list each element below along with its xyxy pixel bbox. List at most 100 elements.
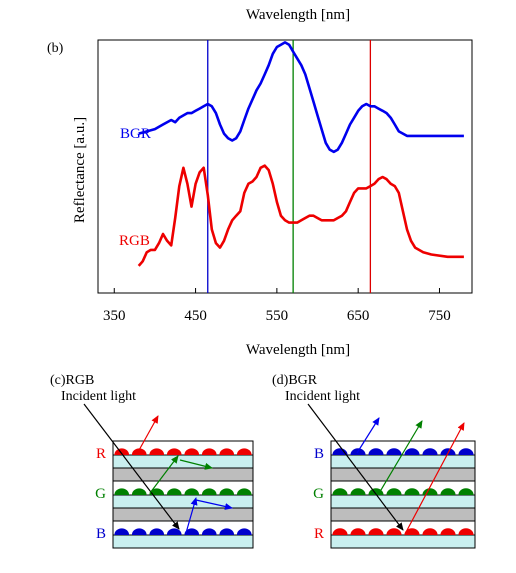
panel-d-particle	[332, 488, 348, 495]
x-tick-label-650: 650	[347, 308, 370, 324]
panel-d-particle	[458, 528, 474, 535]
panel-c-layer-stack: R G B	[95, 440, 254, 549]
panel-d-bgr-diagram: (d)BGR Incident light B G R	[272, 373, 476, 549]
top-wavelength-label: Wavelength [nm]	[246, 7, 350, 23]
panel-c-incident-label: Incident light	[61, 389, 136, 404]
panel-d-layer-r	[330, 520, 476, 549]
series-line-bgr	[138, 41, 464, 154]
panel-c-rgb-diagram: (c)RGB Incident light R G B	[50, 373, 254, 549]
panel-c-particle	[201, 488, 217, 495]
reflectance-chart: (b) BGR RGB 350 450 550 650 750 Wavelength […	[47, 39, 473, 358]
panel-c-particle	[219, 528, 235, 535]
panel-c-substrate-b	[112, 534, 254, 549]
panel-c-particle	[149, 488, 165, 495]
marker-lines	[207, 40, 372, 293]
panel-c-layer-g	[112, 480, 254, 509]
panel-d-particle	[422, 528, 438, 535]
series-line-rgb	[137, 164, 464, 267]
panel-c-particle	[166, 528, 182, 535]
panel-c-particle	[236, 448, 252, 455]
panel-c-green-scatter-arrow-1	[179, 459, 213, 470]
panel-c-blue-reflection-arrow	[185, 497, 198, 534]
panel-c-particle	[236, 488, 252, 496]
panel-d-particle	[386, 488, 402, 495]
panel-d-particle	[404, 488, 420, 495]
panel-c-layer-label-g: G	[95, 486, 106, 502]
panel-d-substrate-g	[330, 494, 476, 509]
panel-d-particle	[332, 448, 348, 455]
x-tick-label-750: 750	[428, 308, 451, 324]
panel-d-particle	[332, 528, 348, 535]
panel-c-particle	[184, 528, 200, 535]
plot-frame	[97, 39, 473, 294]
panel-d-layer-stack: B G R	[313, 440, 476, 549]
panel-d-red-reflection-arrow	[404, 422, 465, 535]
panel-c-title: (c)RGB	[50, 373, 94, 388]
panel-c-particle	[166, 488, 182, 495]
panel-c-particle	[219, 488, 235, 495]
panel-c-particle	[236, 528, 252, 535]
panel-d-particle	[350, 488, 366, 495]
panel-d-incident-arrow	[307, 403, 404, 531]
panel-c-green-reflection-arrow	[149, 455, 179, 494]
panel-d-particle	[350, 528, 366, 535]
panel-c-red-reflection-arrow	[137, 415, 159, 453]
panel-d-particle	[368, 448, 384, 455]
panel-c-particle	[184, 448, 200, 455]
panel-c-particle	[201, 448, 217, 455]
panel-d-layer-g	[330, 480, 476, 509]
panel-d-particle	[404, 528, 420, 535]
panel-d-layer-label-g: G	[313, 486, 324, 502]
panel-d-particle	[440, 528, 456, 535]
panel-d-green-reflection-arrow	[377, 420, 423, 496]
panel-c-particle	[114, 448, 130, 455]
panel-c-layer-label-b: B	[96, 526, 106, 542]
x-axis-label: Wavelength [nm]	[246, 342, 350, 358]
x-tick-labels: 350 450 550 650 750	[103, 288, 451, 324]
y-axis-label: Reflectance [a.u.]	[72, 117, 88, 223]
panel-c-layer-label-r: R	[96, 446, 106, 462]
panel-d-particle	[422, 448, 438, 455]
panel-d-substrate-b	[330, 454, 476, 469]
panel-d-particle	[458, 448, 474, 455]
panel-d-layer-b	[330, 440, 476, 469]
series-label-bgr: BGR	[120, 126, 151, 142]
panel-c-spacer-2	[112, 507, 254, 522]
panel-c-blue-scatter-arrow	[195, 499, 233, 510]
panel-d-particle	[386, 448, 402, 455]
panel-d-incident-label: Incident light	[285, 389, 360, 404]
panel-c-particle	[166, 448, 182, 455]
panel-c-particle	[149, 448, 165, 455]
x-tick-label-350: 350	[103, 308, 126, 324]
panel-d-particle	[440, 488, 456, 495]
panel-d-title: (d)BGR	[272, 373, 318, 388]
series-lines	[137, 41, 464, 267]
panel-d-spacer-1	[330, 467, 476, 482]
panel-c-particle	[131, 448, 147, 455]
x-tick-label-450: 450	[184, 308, 207, 324]
panel-c-particle	[131, 488, 147, 495]
x-tick-label-550: 550	[266, 308, 289, 324]
panel-d-spacer-2	[330, 507, 476, 522]
panel-b-label: (b)	[47, 41, 64, 56]
panel-c-layer-r	[112, 440, 254, 469]
panel-c-particle	[131, 528, 147, 535]
panel-d-layer-label-b: B	[314, 446, 324, 462]
panel-d-particle	[440, 448, 456, 455]
panel-c-particle	[184, 488, 200, 495]
panel-d-blue-reflection-arrow	[356, 417, 380, 454]
panel-d-particle	[368, 528, 384, 535]
panel-c-substrate-g	[112, 494, 254, 509]
panel-d-particle	[458, 488, 474, 495]
panel-c-particle	[114, 528, 130, 535]
panel-c-incident-arrow	[83, 403, 180, 530]
panel-c-particle	[219, 448, 235, 455]
panel-c-layer-b	[112, 520, 254, 549]
panel-c-substrate-r	[112, 454, 254, 469]
series-label-rgb: RGB	[119, 233, 150, 249]
panel-c-particle	[114, 488, 130, 495]
panel-c-particle	[201, 528, 217, 535]
panel-c-particle	[149, 528, 165, 535]
panel-d-substrate-r	[330, 534, 476, 549]
